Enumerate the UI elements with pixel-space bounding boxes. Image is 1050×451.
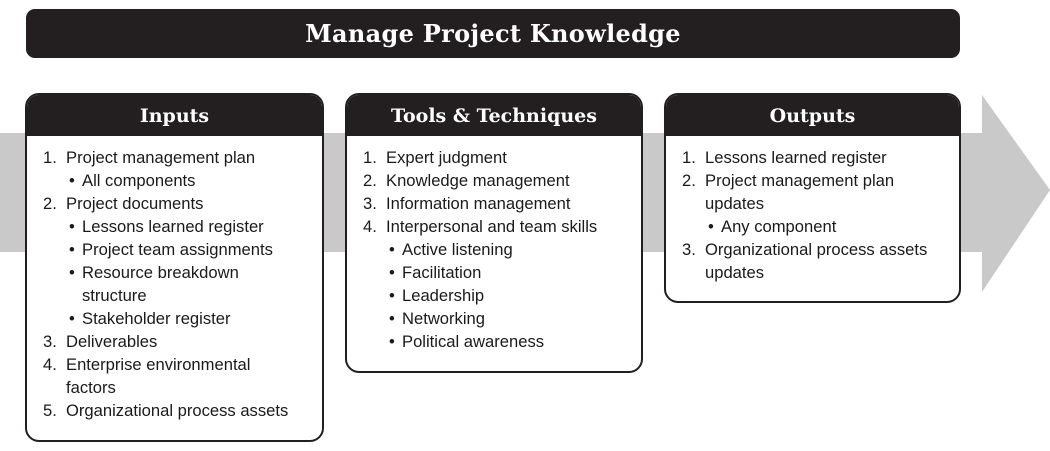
tools-item-4: 4. Interpersonal and team skills	[363, 215, 629, 238]
item-number: 3.	[43, 332, 57, 351]
sub-item-text: Leadership	[402, 286, 485, 305]
item-number: 5.	[43, 401, 57, 420]
bullet-icon: •	[69, 240, 75, 259]
sub-item-text: Networking	[402, 309, 486, 328]
item-number: 2.	[43, 194, 57, 213]
item-number: 2.	[363, 171, 377, 190]
outputs-list: 1. Lessons learned register 2. Project mana…	[666, 136, 959, 284]
bullet-icon: •	[389, 286, 395, 305]
inputs-item-2-sub-2: • Project team assignments	[43, 238, 310, 261]
tools-box: Tools & Techniques 1. Expert judgment 2. Kn…	[345, 93, 643, 373]
inputs-item-2-sub-1: • Lessons learned register	[43, 215, 310, 238]
tools-list: 1. Expert judgment 2. Knowledge management 3…	[347, 136, 641, 353]
sub-item-text: Any component	[721, 217, 837, 236]
sub-item-text: Lessons learned register	[82, 217, 264, 236]
inputs-list: 1. Project management plan • All components…	[27, 136, 322, 422]
item-text: Organizational process assets	[705, 240, 928, 259]
bullet-icon: •	[708, 217, 714, 236]
outputs-box: Outputs 1. Lessons learned register 2. Proj…	[664, 93, 961, 303]
bullet-icon: •	[389, 332, 395, 351]
outputs-item-2-sub-1: • Any component	[682, 215, 947, 238]
item-text: Lessons learned register	[705, 148, 887, 167]
inputs-item-3: 3. Deliverables	[43, 330, 310, 353]
item-text: Interpersonal and team skills	[386, 217, 598, 236]
sub-item-text: Stakeholder register	[82, 309, 231, 328]
item-number: 4.	[43, 355, 57, 374]
process-title-bar: Manage Project Knowledge	[26, 9, 960, 58]
sub-item-text: Political awareness	[402, 332, 545, 351]
bullet-icon: •	[69, 263, 75, 282]
inputs-item-2-sub-3-cont: structure	[43, 284, 310, 307]
bullet-icon: •	[389, 263, 395, 282]
process-title: Manage Project Knowledge	[305, 19, 681, 48]
bullet-icon: •	[69, 171, 75, 190]
item-text: Knowledge management	[386, 171, 570, 190]
sub-item-text: Active listening	[402, 240, 513, 259]
tools-item-4-sub-1: • Active listening	[363, 238, 629, 261]
inputs-item-1-sub-1: • All components	[43, 169, 310, 192]
sub-item-text: All components	[82, 171, 196, 190]
tools-item-1: 1. Expert judgment	[363, 146, 629, 169]
tools-item-4-sub-3: • Leadership	[363, 284, 629, 307]
sub-item-text: structure	[82, 286, 147, 305]
item-number: 1.	[363, 148, 377, 167]
bullet-icon: •	[69, 309, 75, 328]
outputs-item-3: 3. Organizational process assets	[682, 238, 947, 261]
tools-item-2: 2. Knowledge management	[363, 169, 629, 192]
inputs-item-4-cont: factors	[43, 376, 310, 399]
inputs-item-5: 5. Organizational process assets	[43, 399, 310, 422]
inputs-header: Inputs	[27, 95, 322, 136]
item-text: Enterprise environmental	[66, 355, 251, 374]
tools-item-4-sub-5: • Political awareness	[363, 330, 629, 353]
bullet-icon: •	[69, 217, 75, 236]
item-text: updates	[705, 194, 765, 213]
tools-header: Tools & Techniques	[347, 95, 641, 136]
item-text: factors	[66, 378, 116, 397]
item-number: 1.	[43, 148, 57, 167]
item-text: updates	[705, 263, 765, 282]
item-text: Project management plan	[705, 171, 895, 190]
inputs-item-2-sub-4: • Stakeholder register	[43, 307, 310, 330]
sub-item-text: Project team assignments	[82, 240, 273, 259]
outputs-header: Outputs	[666, 95, 959, 136]
inputs-item-2: 2. Project documents	[43, 192, 310, 215]
tools-item-3: 3. Information management	[363, 192, 629, 215]
item-text: Information management	[386, 194, 571, 213]
item-number: 2.	[682, 171, 696, 190]
outputs-item-2-cont: updates	[682, 192, 947, 215]
sub-item-text: Facilitation	[402, 263, 482, 282]
inputs-item-4: 4. Enterprise environmental	[43, 353, 310, 376]
outputs-item-2: 2. Project management plan	[682, 169, 947, 192]
item-number: 1.	[682, 148, 696, 167]
inputs-item-2-sub-3: • Resource breakdown	[43, 261, 310, 284]
item-text: Expert judgment	[386, 148, 507, 167]
bullet-icon: •	[389, 240, 395, 259]
item-number: 3.	[363, 194, 377, 213]
tools-item-4-sub-2: • Facilitation	[363, 261, 629, 284]
item-text: Organizational process assets	[66, 401, 289, 420]
item-text: Deliverables	[66, 332, 158, 351]
item-text: Project management plan	[66, 148, 256, 167]
item-number: 3.	[682, 240, 696, 259]
item-number: 4.	[363, 217, 377, 236]
item-text: Project documents	[66, 194, 204, 213]
outputs-item-1: 1. Lessons learned register	[682, 146, 947, 169]
inputs-item-1: 1. Project management plan	[43, 146, 310, 169]
outputs-item-3-cont: updates	[682, 261, 947, 284]
sub-item-text: Resource breakdown	[82, 263, 239, 282]
tools-item-4-sub-4: • Networking	[363, 307, 629, 330]
inputs-box: Inputs 1. Project management plan • All com…	[25, 93, 324, 442]
bullet-icon: •	[389, 309, 395, 328]
